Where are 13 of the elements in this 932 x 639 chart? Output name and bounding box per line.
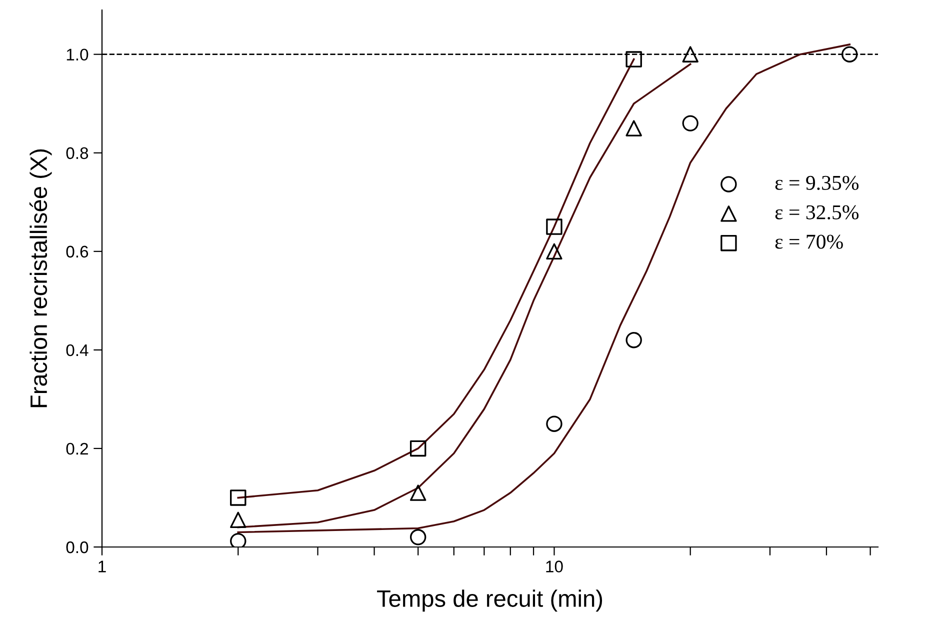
y-tick-label: 0.8 xyxy=(66,147,88,160)
x-axis-title: Temps de recuit (min) xyxy=(377,590,602,612)
x-tick-label: 10 xyxy=(546,560,563,572)
y-tick-label: 0.6 xyxy=(66,246,88,258)
y-tick-label: 1.0 xyxy=(66,48,88,61)
y-axis-title: Fraction recristallisée (X) xyxy=(29,149,52,408)
y-tick-label: 0.0 xyxy=(66,541,88,554)
legend-label: ε = 70% xyxy=(775,234,843,249)
legend-label: ε = 32.5% xyxy=(775,205,859,220)
y-tick-label: 0.2 xyxy=(66,442,88,455)
legend-label: ε = 9.35% xyxy=(775,176,859,190)
y-tick-label: 0.4 xyxy=(66,344,88,356)
x-tick-label: 1 xyxy=(98,560,106,572)
